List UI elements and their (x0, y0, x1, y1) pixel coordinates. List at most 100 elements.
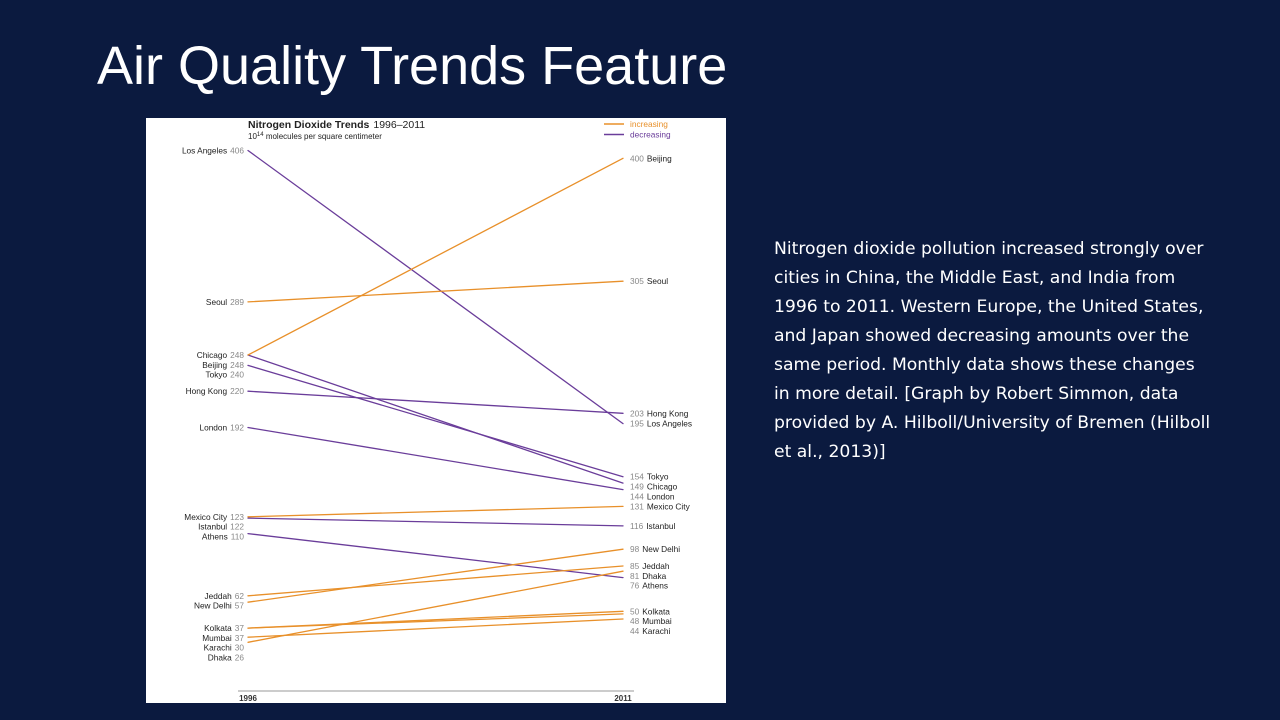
value-2011: 131 (630, 501, 644, 511)
value-1996: 248 (230, 360, 244, 370)
slope-chart: Nitrogen Dioxide Trends 1996–2011 1014 mo… (146, 118, 726, 703)
value-1996: 30 (235, 643, 245, 653)
city-name: Beijing (202, 360, 227, 370)
value-1996: 62 (235, 591, 245, 601)
value-2011: 44 (630, 626, 640, 636)
label-2011-mexico-city: 131 Mexico City (630, 501, 691, 511)
units-exponent: 14 (257, 132, 264, 138)
city-name: Karachi (642, 626, 670, 636)
value-1996: 37 (235, 633, 245, 643)
chart-lines (247, 149, 624, 643)
chart-title: Nitrogen Dioxide Trends 1996–2011 (248, 119, 425, 131)
chart-title-main: Nitrogen Dioxide Trends (248, 119, 370, 131)
city-name: London (647, 491, 675, 501)
value-1996: 123 (230, 512, 244, 522)
city-name: Hong Kong (186, 386, 228, 396)
value-2011: 195 (630, 419, 644, 429)
label-2011-kolkata: 50 Kolkata (630, 606, 670, 616)
value-1996: 220 (230, 386, 244, 396)
city-name: Chicago (647, 482, 678, 492)
slope-chart-svg: Nitrogen Dioxide Trends 1996–2011 1014 mo… (182, 119, 692, 703)
city-name: Dhaka (208, 653, 232, 663)
value-2011: 305 (630, 276, 644, 286)
value-2011: 85 (630, 561, 640, 571)
label-1996-jeddah: Jeddah 62 (205, 591, 245, 601)
value-2011: 144 (630, 491, 644, 501)
slide-title: Air Quality Trends Feature (97, 36, 728, 96)
units-text: molecules per square centimeter (264, 132, 383, 141)
value-1996: 406 (230, 146, 244, 156)
city-name: Istanbul (646, 521, 675, 531)
city-name: Mumbai (202, 633, 232, 643)
value-2011: 154 (630, 472, 644, 482)
value-1996: 240 (230, 370, 244, 380)
value-2011: 50 (630, 606, 640, 616)
city-name: Jeddah (205, 591, 233, 601)
series-line-tokyo (247, 364, 624, 478)
city-name: New Delhi (194, 601, 232, 611)
label-2011-dhaka: 81 Dhaka (630, 571, 667, 581)
value-2011: 98 (630, 544, 640, 554)
label-2011-los-angeles: 195 Los Angeles (630, 419, 692, 429)
value-1996: 57 (235, 601, 245, 611)
label-1996-athens: Athens 110 (202, 531, 244, 541)
value-1996: 192 (230, 423, 244, 433)
label-1996-hong-kong: Hong Kong 220 (186, 386, 245, 396)
value-2011: 203 (630, 408, 644, 418)
city-name: Athens (642, 581, 668, 591)
series-line-seoul (247, 280, 624, 303)
city-name: Hong Kong (647, 408, 689, 418)
series-line-karachi (247, 618, 624, 638)
chart-units: 1014 molecules per square centimeter (248, 132, 382, 141)
value-2011: 149 (630, 482, 644, 492)
label-1996-los-angeles: Los Angeles 406 (182, 146, 244, 156)
city-name: Seoul (206, 297, 227, 307)
series-line-los-angeles (247, 149, 624, 425)
label-2011-beijing: 400 Beijing (630, 153, 672, 163)
city-name: Chicago (197, 350, 228, 360)
label-2011-new-delhi: 98 New Delhi (630, 544, 680, 554)
city-name: New Delhi (642, 544, 680, 554)
x-tick-label-1996: 1996 (239, 694, 257, 703)
label-1996-kolkata: Kolkata 37 (204, 623, 244, 633)
label-1996-london: London 192 (199, 423, 244, 433)
series-line-istanbul (247, 517, 624, 527)
label-2011-athens: 76 Athens (630, 581, 668, 591)
value-1996: 26 (235, 653, 245, 663)
label-1996-dhaka: Dhaka 26 (208, 653, 245, 663)
city-name: Dhaka (642, 571, 666, 581)
value-2011: 81 (630, 571, 640, 581)
series-line-dhaka (247, 570, 624, 643)
series-line-london (247, 426, 624, 491)
label-2011-london: 144 London (630, 491, 675, 501)
city-name: Mexico City (184, 512, 228, 522)
value-2011: 116 (630, 521, 644, 531)
value-1996: 289 (230, 297, 244, 307)
city-name: Los Angeles (182, 146, 227, 156)
series-line-mumbai (247, 613, 624, 629)
city-name: Kolkata (642, 606, 670, 616)
label-1996-istanbul: Istanbul 122 (198, 522, 244, 532)
city-name: London (199, 423, 227, 433)
legend-label-decreasing: decreasing (630, 130, 671, 140)
label-2011-hong-kong: 203 Hong Kong (630, 408, 689, 418)
label-2011-tokyo: 154 Tokyo (630, 472, 669, 482)
city-name: Tokyo (647, 472, 669, 482)
label-1996-chicago: Chicago 248 (197, 350, 245, 360)
city-name: Mumbai (642, 616, 672, 626)
city-name: Tokyo (205, 370, 227, 380)
city-name: Athens (202, 531, 228, 541)
label-1996-karachi: Karachi 30 (204, 643, 245, 653)
city-name: Kolkata (204, 623, 232, 633)
city-name: Beijing (647, 153, 672, 163)
series-line-mexico-city (247, 505, 624, 518)
label-1996-seoul: Seoul 289 (206, 297, 244, 307)
value-1996: 37 (235, 623, 245, 633)
city-name: Jeddah (642, 561, 670, 571)
label-1996-tokyo: Tokyo 240 (205, 370, 244, 380)
x-tick-label-2011: 2011 (614, 694, 632, 703)
series-line-chicago (247, 354, 624, 484)
city-name: Seoul (647, 276, 668, 286)
label-2011-jeddah: 85 Jeddah (630, 561, 670, 571)
